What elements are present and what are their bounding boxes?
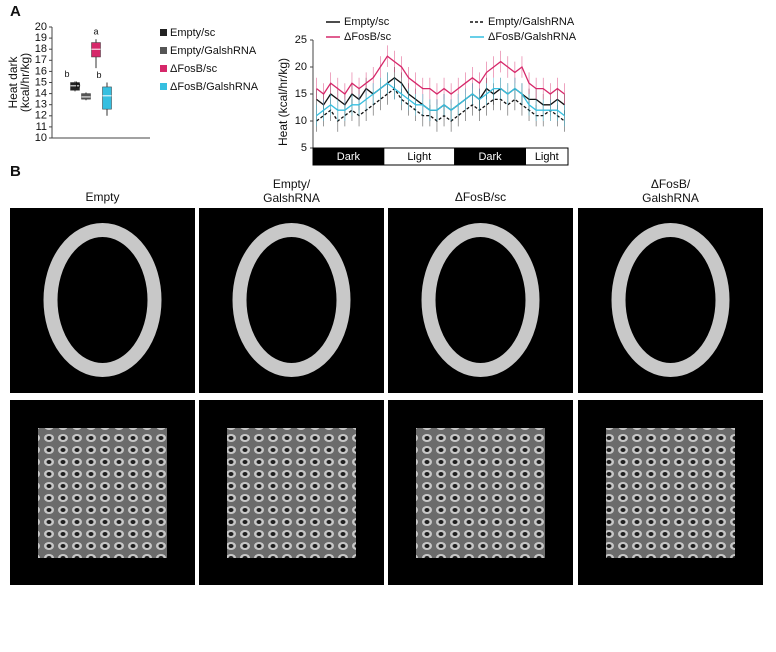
column-title: GalshRNA <box>642 191 699 205</box>
y-tick-label: 17 <box>35 54 47 66</box>
y-tick-label: 10 <box>35 132 47 144</box>
phase-bar <box>525 147 569 166</box>
y-tick-label: 10 <box>295 115 307 127</box>
annotation: b <box>96 70 101 80</box>
y-tick-label: 15 <box>295 88 307 100</box>
legend-swatch <box>160 83 167 90</box>
column-title: Empty <box>85 190 119 204</box>
y-tick-label: 25 <box>295 34 307 46</box>
y-tick-label: 18 <box>35 43 47 55</box>
panel-label: B <box>10 163 21 180</box>
legend-label: ΔFosB/GalshRNA <box>170 81 259 93</box>
trabecular-bone <box>38 428 167 558</box>
legend-swatch <box>160 47 167 54</box>
y-axis-label: (kcal/hr/kg) <box>18 53 32 112</box>
y-tick-label: 13 <box>35 99 47 111</box>
phase-label: Dark <box>478 151 502 163</box>
bone-ring <box>421 223 540 377</box>
y-tick-label: 11 <box>36 121 47 133</box>
trabecular-bone <box>227 428 356 558</box>
cortical-image <box>388 208 573 393</box>
legend-label: Empty/sc <box>170 27 216 39</box>
trabecular-bone <box>416 428 545 558</box>
legend-label: Empty/sc <box>344 16 390 28</box>
y-axis-label: Heat dark <box>6 55 20 108</box>
column-title: GalshRNA <box>263 191 320 205</box>
cortical-image <box>199 208 384 393</box>
phase-label: Dark <box>337 151 361 163</box>
column-title: Empty/ <box>273 177 311 191</box>
phase-label: Light <box>407 151 431 163</box>
trabecular-bone <box>606 428 735 558</box>
y-tick-label: 5 <box>301 142 307 154</box>
y-tick-label: 19 <box>35 32 47 44</box>
legend-label: Empty/GalshRNA <box>488 16 575 28</box>
y-tick-label: 14 <box>35 88 47 100</box>
bone-ring <box>43 223 162 377</box>
y-tick-label: 16 <box>35 65 47 77</box>
phase-label: Light <box>535 151 559 163</box>
series-line <box>316 82 565 117</box>
legend-label: Empty/GalshRNA <box>170 45 257 57</box>
box <box>81 93 91 100</box>
cortical-image <box>10 208 195 393</box>
legend-label: ΔFosB/sc <box>170 63 218 75</box>
y-axis-label: Heat (kcal/hr/kg) <box>276 58 290 146</box>
legend-swatch <box>160 29 167 36</box>
annotation: a <box>93 27 98 37</box>
y-tick-label: 15 <box>35 76 47 88</box>
legend-label: ΔFosB/sc <box>344 31 392 43</box>
column-title: ΔFosB/ <box>651 177 691 191</box>
series-line <box>316 55 565 95</box>
y-tick-label: 20 <box>295 61 307 73</box>
annotation: b <box>64 69 69 79</box>
legend-swatch <box>160 65 167 72</box>
box <box>102 86 112 110</box>
panel-label: A <box>10 3 21 20</box>
bone-ring <box>611 223 730 377</box>
bone-ring <box>232 223 351 377</box>
column-title: ΔFosB/sc <box>455 190 506 204</box>
y-tick-label: 12 <box>35 110 47 122</box>
box <box>70 82 80 91</box>
box <box>91 42 101 58</box>
annotation: b <box>75 80 80 90</box>
series-line <box>316 87 565 122</box>
cortical-image <box>578 208 763 393</box>
legend-label: ΔFosB/GalshRNA <box>488 31 577 43</box>
y-tick-label: 20 <box>35 21 47 33</box>
